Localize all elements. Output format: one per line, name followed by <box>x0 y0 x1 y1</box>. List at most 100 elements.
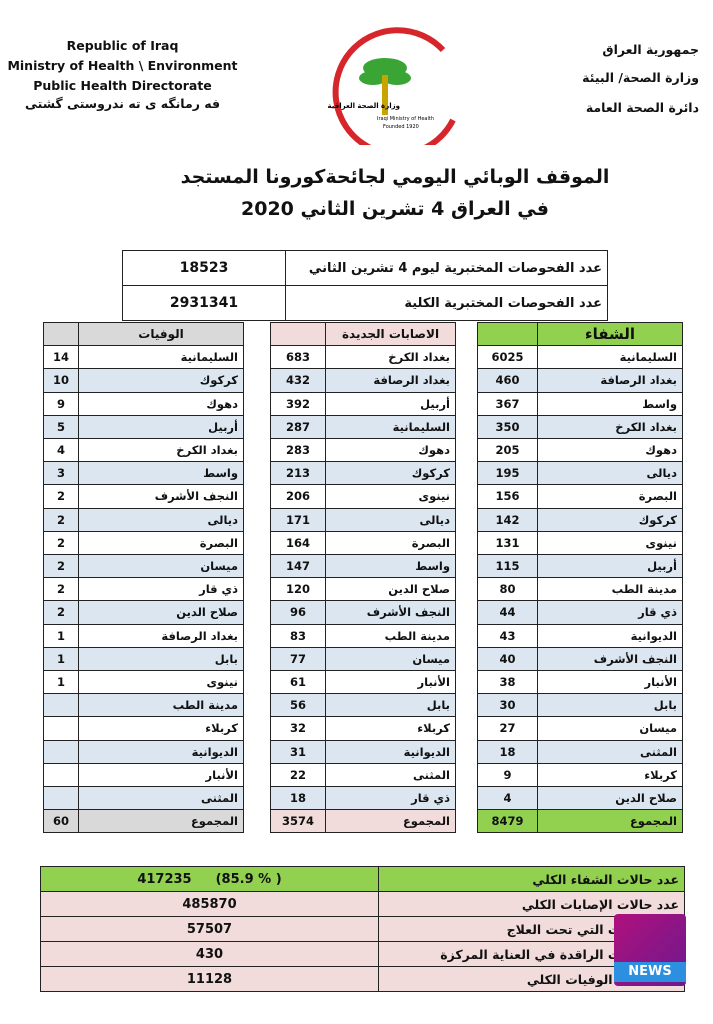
row-value: 120 <box>270 577 326 602</box>
row-value: 83 <box>270 623 326 648</box>
summary-label: عدد حالات الإصابات الكلي <box>378 891 685 917</box>
row-value: 18 <box>477 739 538 764</box>
row-value: 1 <box>43 646 79 671</box>
row-name: بغداد الكرخ <box>537 414 683 439</box>
row-name: ذي قار <box>537 600 683 625</box>
row-name: ذي قار <box>78 577 244 602</box>
row-value: 43 <box>477 623 538 648</box>
row-name: بغداد الكرخ <box>325 345 456 370</box>
logo-text: Iraqi Ministry of Health <box>377 116 434 122</box>
header-blank <box>477 322 538 347</box>
row-value: 31 <box>270 739 326 764</box>
row-value: 164 <box>270 530 326 555</box>
watermark-text: NEWS <box>614 962 686 982</box>
row-value: 32 <box>270 716 326 741</box>
row-name: بابل <box>325 693 456 718</box>
summary-value: 57507 <box>40 916 379 942</box>
table-header: الوفيات <box>78 322 244 347</box>
row-value: 350 <box>477 414 538 439</box>
row-name: ميسان <box>325 646 456 671</box>
row-name: واسط <box>537 391 683 416</box>
row-value: 40 <box>477 646 538 671</box>
row-value: 2 <box>43 484 79 509</box>
row-name: مدينة الطب <box>78 693 244 718</box>
row-name: بغداد الرصافة <box>325 368 456 393</box>
row-name: الديوانية <box>325 739 456 764</box>
row-name: كربلاء <box>325 716 456 741</box>
test-value: 2931341 <box>122 285 286 321</box>
header-right-line: جمهورية العراق <box>602 42 699 57</box>
row-value: 44 <box>477 600 538 625</box>
row-name: مدينة الطب <box>537 577 683 602</box>
row-name: كركوك <box>537 507 683 532</box>
summary-label: عدد حالات الشفاء الكلي <box>378 866 685 892</box>
summary-number: 485870 <box>182 896 237 912</box>
row-name: السليمانية <box>537 345 683 370</box>
total-value: 60 <box>43 809 79 834</box>
header-left-line: Republic of Iraq <box>66 38 179 53</box>
row-name: ذي قار <box>325 786 456 811</box>
row-value: 283 <box>270 438 326 463</box>
header-left-line: فه رمانگه ى ته ندروستى گشتى <box>24 96 221 111</box>
row-value: 80 <box>477 577 538 602</box>
row-value: 2 <box>43 600 79 625</box>
row-value: 9 <box>477 762 538 787</box>
row-name: دهوك <box>537 438 683 463</box>
row-name: كركوك <box>78 368 244 393</box>
row-name: النجف الأشرف <box>78 484 244 509</box>
summary-number: 11128 <box>186 971 233 987</box>
row-name: واسط <box>325 554 456 579</box>
row-value: 115 <box>477 554 538 579</box>
row-name: بابل <box>78 646 244 671</box>
row-value: 205 <box>477 438 538 463</box>
logo: وزارة الصحة العراقية Iraqi Ministry of H… <box>328 27 456 145</box>
watermark: NEWS <box>614 914 686 986</box>
total-label: المجموع <box>78 809 244 834</box>
row-name: البصرة <box>537 484 683 509</box>
row-name: البصرة <box>78 530 244 555</box>
row-value: 14 <box>43 345 79 370</box>
row-name: بغداد الرصافة <box>78 623 244 648</box>
header-blank <box>43 322 79 347</box>
summary-value: 430 <box>40 941 379 967</box>
row-value: 131 <box>477 530 538 555</box>
row-value: 392 <box>270 391 326 416</box>
summary-number: 57507 <box>186 921 233 937</box>
row-value: 5 <box>43 414 79 439</box>
row-name: ديالى <box>325 507 456 532</box>
row-value: 2 <box>43 530 79 555</box>
row-name: الأنبار <box>537 670 683 695</box>
row-value: 4 <box>477 786 538 811</box>
row-name: أربيل <box>78 414 244 439</box>
row-value: 61 <box>270 670 326 695</box>
total-label: المجموع <box>537 809 683 834</box>
row-name: السليمانية <box>78 345 244 370</box>
table-header: الشفاء <box>537 322 683 347</box>
row-name: البصرة <box>325 530 456 555</box>
row-name: مدينة الطب <box>325 623 456 648</box>
row-value: 142 <box>477 507 538 532</box>
summary-number: 430 <box>195 946 224 962</box>
row-name: نينوى <box>325 484 456 509</box>
row-name: ديالى <box>78 507 244 532</box>
row-value: 9 <box>43 391 79 416</box>
row-name: واسط <box>78 461 244 486</box>
row-name: صلاح الدين <box>78 600 244 625</box>
header-left-line: Public Health Directorate <box>33 78 212 93</box>
row-name: المثنى <box>537 739 683 764</box>
logo-text: وزارة الصحة العراقية <box>328 102 400 110</box>
row-name: دهوك <box>78 391 244 416</box>
row-name: المثنى <box>325 762 456 787</box>
row-value: 171 <box>270 507 326 532</box>
row-value: 206 <box>270 484 326 509</box>
row-value: 367 <box>477 391 538 416</box>
total-value: 3574 <box>270 809 326 834</box>
row-name: أربيل <box>325 391 456 416</box>
row-value: 460 <box>477 368 538 393</box>
total-value: 8479 <box>477 809 538 834</box>
header-blank <box>270 322 326 347</box>
row-value: 1 <box>43 623 79 648</box>
row-name: بغداد الرصافة <box>537 368 683 393</box>
row-name: الأنبار <box>325 670 456 695</box>
